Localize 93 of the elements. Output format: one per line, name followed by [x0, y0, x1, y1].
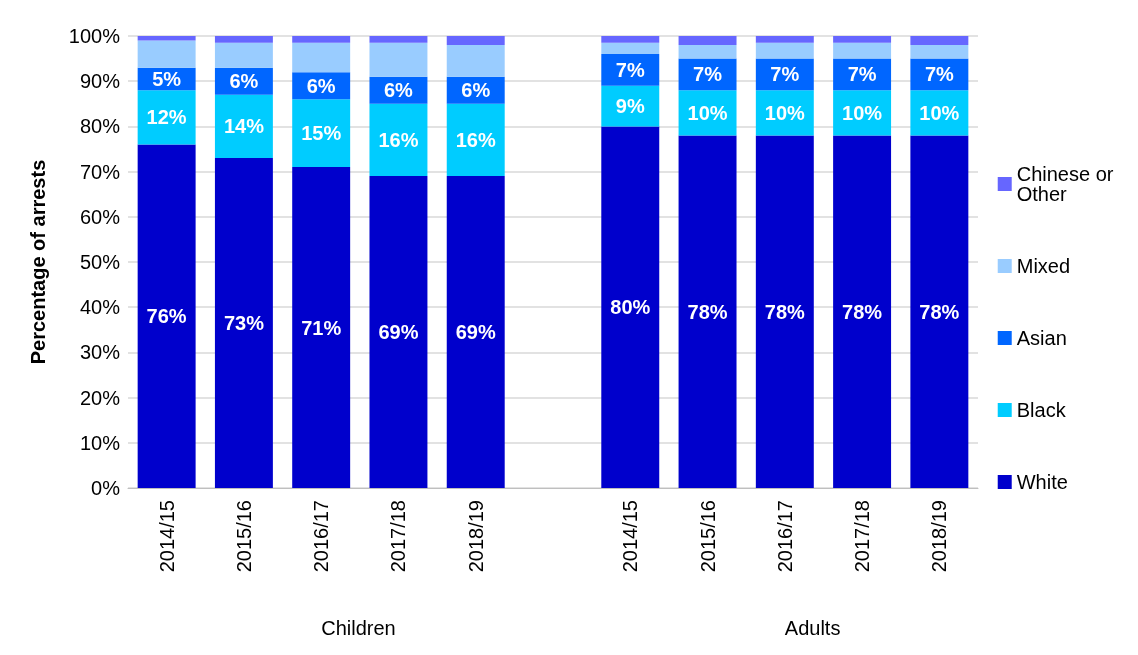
- data-label: 10%: [842, 101, 883, 124]
- bar: [678, 36, 737, 46]
- y-tick-label: 0%: [91, 477, 121, 499]
- x-tick-label: 2016/17: [773, 500, 796, 573]
- bar: [369, 103, 428, 177]
- y-tick-label: 40%: [79, 296, 121, 319]
- y-tick-label: 70%: [79, 160, 121, 183]
- bar: [292, 36, 351, 43]
- data-label: 6%: [306, 74, 336, 97]
- data-label: 78%: [687, 300, 728, 323]
- data-label: 7%: [615, 58, 645, 81]
- x-tick-label: 2017/18: [851, 500, 874, 573]
- bar: [214, 42, 273, 68]
- bar: [214, 158, 273, 488]
- data-label: 7%: [770, 63, 800, 86]
- bar: [910, 45, 969, 59]
- bar: [910, 135, 969, 488]
- x-tick-label: 2018/19: [464, 500, 487, 573]
- bar: [369, 36, 428, 43]
- y-tick-label: 30%: [79, 341, 121, 364]
- bar: [292, 99, 351, 168]
- legend-label: Chinese or Other: [1016, 163, 1120, 205]
- bar: [137, 36, 196, 41]
- x-tick-label: 2016/17: [310, 500, 333, 573]
- data-label: 71%: [301, 316, 342, 339]
- bar: [910, 36, 969, 46]
- data-label: 10%: [919, 101, 960, 124]
- legend-label: Mixed: [1016, 255, 1071, 277]
- bar: [214, 94, 273, 159]
- data-label: 78%: [764, 300, 806, 323]
- data-label: 7%: [847, 63, 877, 86]
- data-label: 16%: [378, 128, 419, 151]
- data-label: 10%: [687, 101, 728, 124]
- data-label: 12%: [146, 106, 187, 129]
- data-label: 14%: [223, 115, 265, 138]
- data-label: 7%: [693, 63, 723, 86]
- bar: [833, 135, 892, 488]
- legend-label: Asian: [1016, 327, 1067, 349]
- legend-label: White: [1016, 471, 1068, 493]
- data-label: 15%: [301, 122, 342, 145]
- bar: [678, 135, 737, 488]
- bar: [446, 176, 505, 488]
- bar: [369, 176, 428, 488]
- data-label: 6%: [384, 79, 414, 102]
- y-axis-title: Percentage of arrests: [27, 159, 49, 365]
- y-tick-label: 10%: [79, 431, 121, 454]
- data-label: 5%: [152, 67, 182, 90]
- bar: [601, 126, 660, 488]
- y-tick-label: 50%: [79, 251, 121, 273]
- x-tick-label: 2018/19: [928, 500, 951, 573]
- bar: [833, 42, 892, 59]
- bar: [292, 42, 351, 73]
- bar: [214, 36, 273, 43]
- bar: [678, 45, 737, 59]
- x-tick-label: 2014/15: [619, 500, 642, 573]
- data-label: 6%: [461, 79, 491, 102]
- x-tick-label: 2015/16: [696, 500, 719, 573]
- bar: [601, 42, 660, 55]
- data-label: 69%: [378, 321, 419, 344]
- data-label: 9%: [615, 95, 645, 118]
- bar: [446, 36, 505, 46]
- y-tick-label: 100%: [68, 25, 121, 47]
- text: Children: [321, 617, 396, 639]
- bar: [755, 135, 814, 488]
- data-label: 76%: [146, 305, 187, 328]
- y-tick-label: 80%: [79, 115, 121, 138]
- data-label: 6%: [229, 70, 259, 93]
- bar: [601, 36, 660, 43]
- text: Adults: [784, 617, 841, 639]
- x-tick-label: 2017/18: [387, 500, 410, 573]
- bar: [137, 144, 196, 488]
- bar: [292, 167, 351, 488]
- data-label: 73%: [223, 312, 265, 335]
- bar: [755, 36, 814, 43]
- bar: [369, 42, 428, 77]
- data-label: 10%: [764, 101, 806, 124]
- bar: [137, 40, 196, 68]
- data-label: 7%: [924, 63, 955, 86]
- data-label: 78%: [919, 300, 960, 323]
- x-tick-label: 2015/16: [232, 500, 255, 573]
- legend-label: Black: [1016, 399, 1067, 421]
- data-label: 80%: [610, 296, 651, 319]
- bar: [446, 103, 505, 177]
- data-label: 78%: [842, 300, 883, 323]
- y-tick-label: 60%: [79, 205, 121, 228]
- bar: [833, 36, 892, 43]
- y-tick-label: 20%: [79, 386, 121, 409]
- data-label: 69%: [455, 321, 496, 344]
- x-tick-label: 2014/15: [155, 500, 178, 573]
- y-tick-label: 90%: [79, 70, 121, 93]
- bar: [755, 42, 814, 59]
- bar: [446, 45, 505, 77]
- data-label: 16%: [455, 128, 496, 151]
